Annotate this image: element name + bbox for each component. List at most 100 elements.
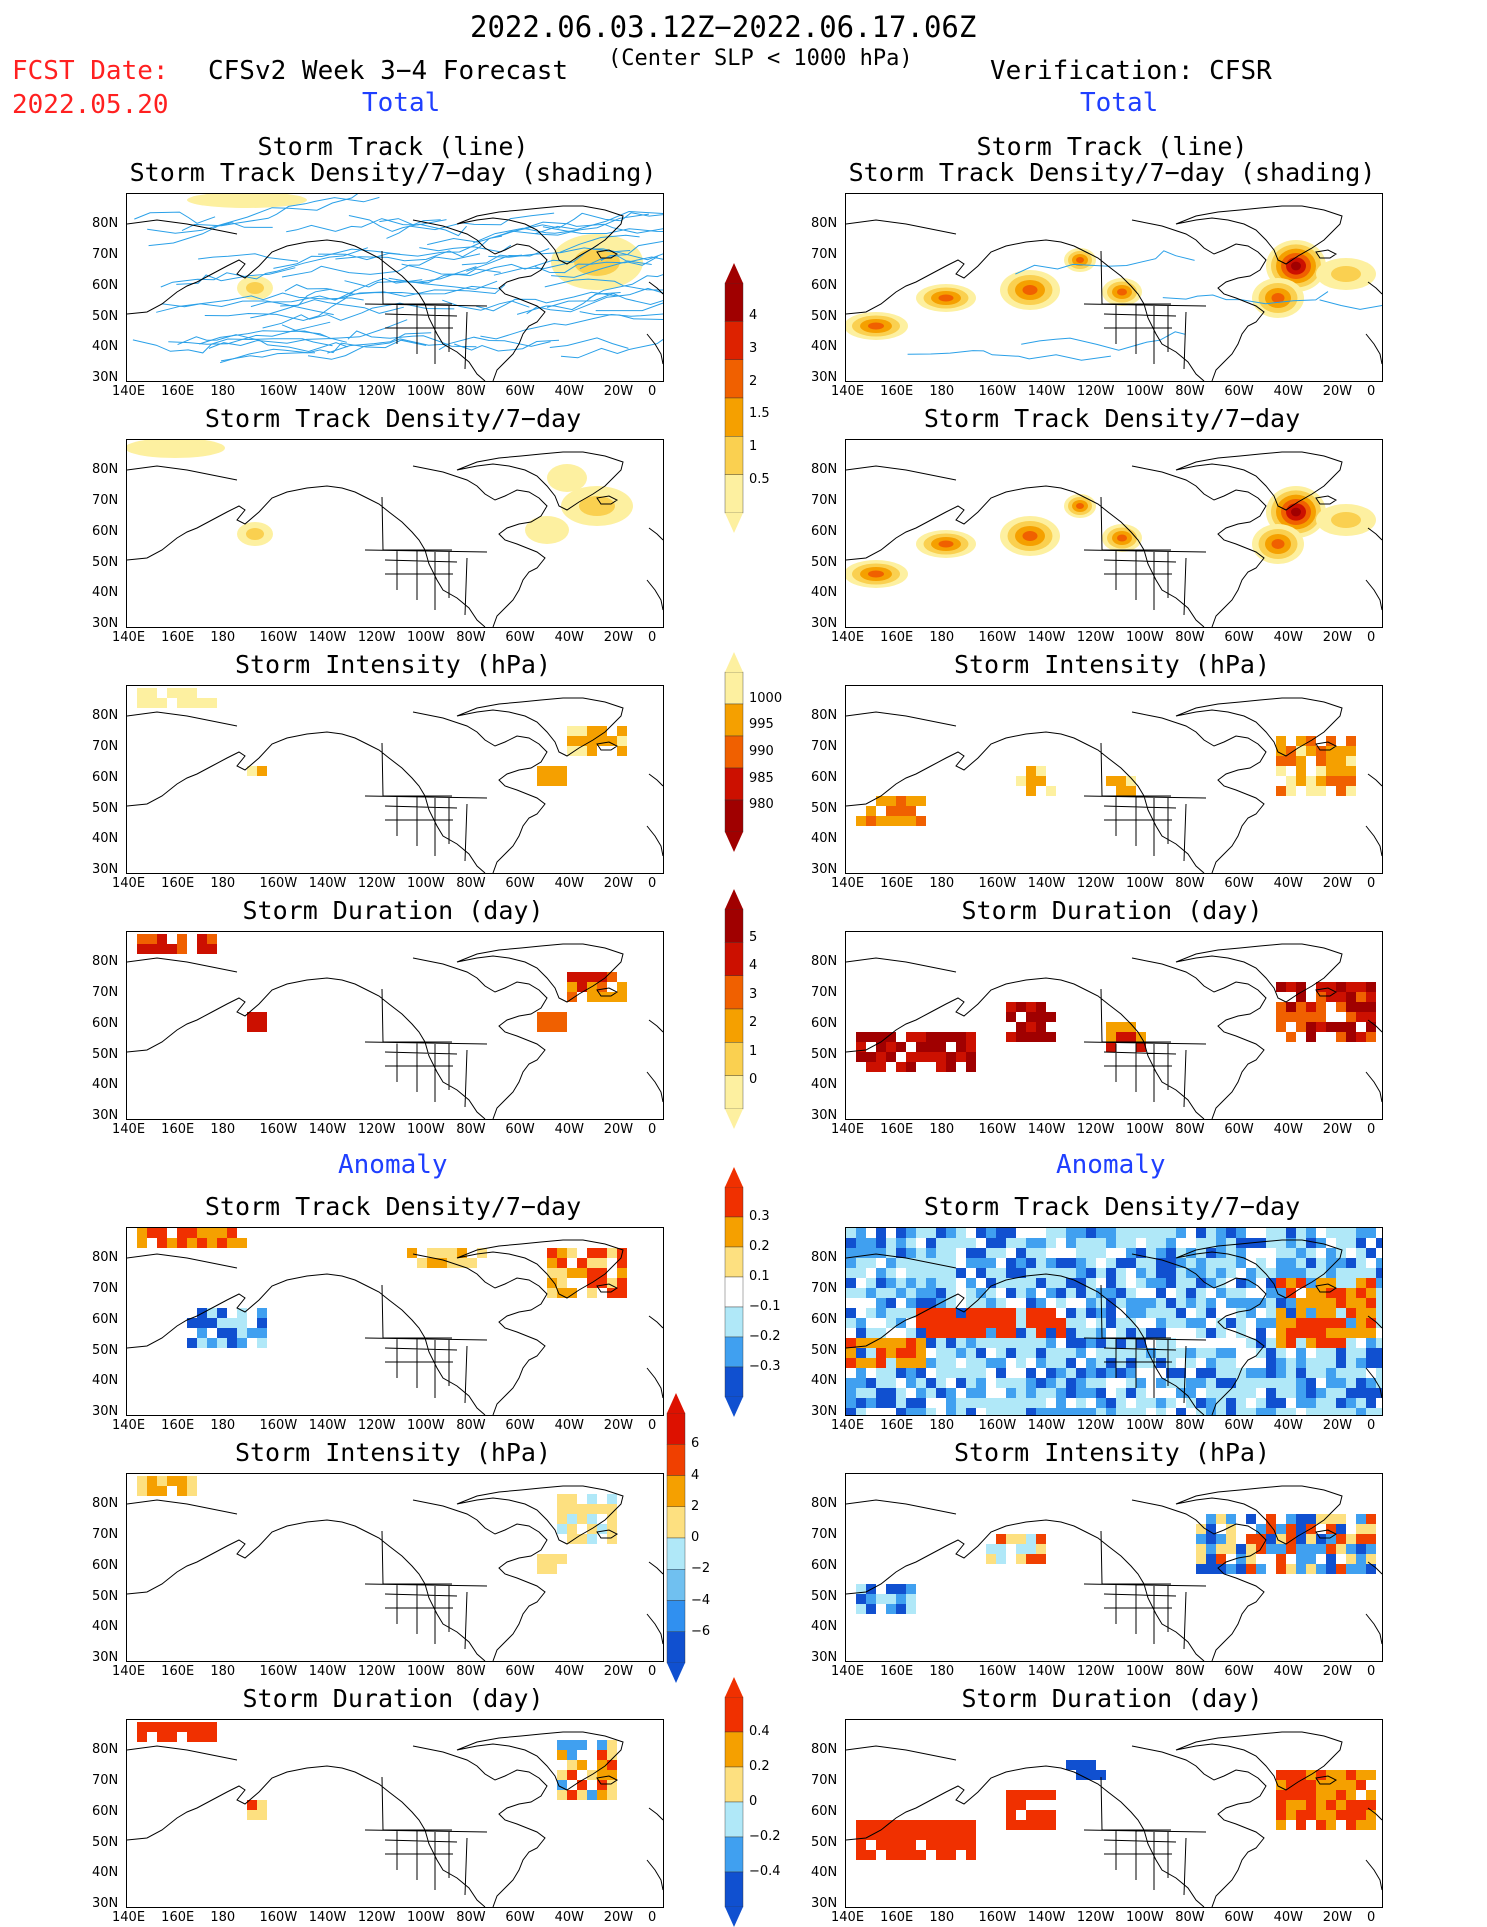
grid-cell — [1056, 1278, 1066, 1288]
grid-cell — [1136, 1338, 1146, 1348]
grid-cell — [137, 1722, 147, 1732]
grid-cell — [1166, 1308, 1176, 1318]
coastline — [846, 1731, 1382, 1907]
grid-cell — [876, 1308, 886, 1318]
map-panel — [126, 1227, 664, 1416]
grid-cell — [966, 1328, 976, 1338]
grid-cell — [1206, 1308, 1216, 1318]
lon-tick-label: 180 — [210, 1418, 236, 1433]
grid-cell — [946, 1288, 956, 1298]
grid-cell — [996, 1238, 1006, 1248]
grid-cell — [1116, 1318, 1126, 1328]
grid-cell — [1316, 1408, 1326, 1415]
grid-cell — [996, 1534, 1006, 1544]
grid-cell — [247, 1810, 257, 1820]
grid-cell — [1006, 1318, 1016, 1328]
lon-tick-label: 20W — [603, 1418, 634, 1433]
map-panel — [845, 1227, 1383, 1416]
grid-cell — [936, 1248, 946, 1258]
grid-cell — [1046, 1258, 1056, 1268]
grid-cell — [1016, 1308, 1026, 1318]
lat-tick-label: 30N — [92, 1107, 119, 1123]
grid-cell — [1316, 776, 1326, 786]
grid-cell — [1366, 1022, 1376, 1032]
lat-tick-label: 80N — [811, 708, 838, 724]
grid-cell — [1006, 1338, 1016, 1348]
grid-cell — [1046, 1012, 1056, 1022]
grid-cell — [1246, 1278, 1256, 1288]
grid-cell — [936, 1368, 946, 1378]
grid-cell — [986, 1308, 996, 1318]
storm-track-line — [198, 253, 299, 262]
grid-cell — [1296, 1328, 1306, 1338]
grid-cell — [1346, 736, 1356, 746]
grid-cell — [946, 1062, 956, 1072]
grid-cell — [1316, 1258, 1326, 1268]
grid-cell — [1316, 1564, 1326, 1574]
storm-track-line — [472, 213, 649, 244]
lon-tick-label: 100W — [1126, 1122, 1164, 1137]
grid-cell — [906, 1032, 916, 1042]
lat-tick-label: 80N — [92, 954, 119, 970]
grid-cell — [956, 1398, 966, 1408]
grid-cell — [1296, 1268, 1306, 1278]
grid-cell — [926, 1378, 936, 1388]
grid-cell — [1026, 1278, 1036, 1288]
storm-track-line — [401, 263, 501, 275]
grid-cell — [1066, 1760, 1076, 1770]
grid-cell — [936, 1268, 946, 1278]
lon-tick-label: 40W — [1273, 1910, 1303, 1925]
grid-cell — [1036, 1554, 1046, 1564]
grid-cell — [1026, 1408, 1036, 1415]
lon-tick-label: 120W — [1076, 1418, 1115, 1433]
grid-cell — [617, 1288, 627, 1298]
grid-cell — [1306, 1248, 1316, 1258]
grid-cell — [607, 1278, 617, 1288]
grid-cell — [1206, 1388, 1216, 1398]
grid-cell — [1136, 1358, 1146, 1368]
grid-cell — [1206, 1564, 1216, 1574]
criterion: (Center SLP < 1000 hPa) — [608, 46, 913, 71]
grid-cell — [1286, 1534, 1296, 1544]
grid-cell — [1356, 1288, 1366, 1298]
grid-cell — [1206, 1398, 1216, 1408]
grid-cell — [1316, 1800, 1326, 1810]
lon-tick-label: 140E — [831, 876, 865, 891]
colorbar-swatch — [724, 1801, 744, 1838]
grid-cell — [167, 1476, 177, 1486]
grid-cell — [1276, 1348, 1286, 1358]
grid-cell — [1126, 1258, 1136, 1268]
grid-cell — [1236, 1554, 1246, 1564]
grid-cell — [207, 934, 217, 944]
grid-cell — [577, 1740, 587, 1750]
grid-cell — [1216, 1278, 1226, 1288]
colorbar-swatch — [724, 1276, 744, 1308]
grid-cell — [876, 1840, 886, 1850]
map-panel — [126, 193, 664, 382]
grid-cell — [1036, 1002, 1046, 1012]
lon-tick-label: 160E — [880, 1418, 914, 1433]
grid-cell — [866, 1328, 876, 1338]
grid-cell — [1256, 1398, 1266, 1408]
grid-cell — [177, 1228, 187, 1238]
grid-cell — [1246, 1388, 1256, 1398]
grid-cell — [936, 1288, 946, 1298]
grid-cell — [1326, 1228, 1336, 1238]
grid-cell — [846, 1268, 856, 1278]
grid-cell — [1296, 1388, 1306, 1398]
lat-tick-label: 70N — [92, 985, 119, 1001]
grid-cell — [896, 1358, 906, 1368]
grid-cell — [1016, 1820, 1026, 1830]
grid-cell — [1296, 1278, 1306, 1288]
grid-cell — [1026, 776, 1036, 786]
lon-tick-label: 40W — [1273, 384, 1303, 399]
grid-cell — [1376, 1338, 1382, 1348]
grid-cell — [1276, 1298, 1286, 1308]
grid-cell — [956, 1318, 966, 1328]
grid-cell — [1286, 1388, 1296, 1398]
grid-cell — [1346, 1012, 1356, 1022]
grid-cell — [1126, 1328, 1136, 1338]
grid-cell — [1256, 1318, 1266, 1328]
grid-cell — [976, 1348, 986, 1358]
grid-cell — [567, 1504, 577, 1514]
